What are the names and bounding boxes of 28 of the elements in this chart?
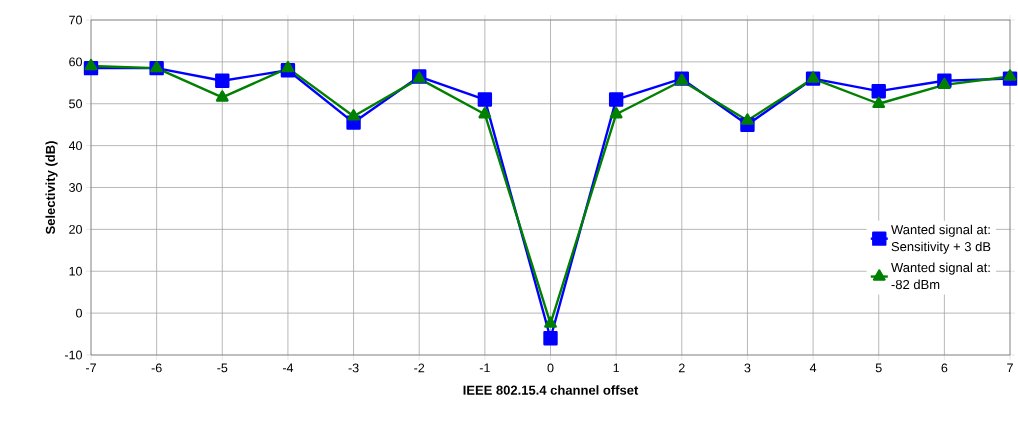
x-tick-label: -7: [86, 363, 96, 373]
x-tick-label: -2: [414, 363, 425, 373]
legend-label: Wanted signal at: -82 dBm: [891, 262, 990, 290]
y-tick-label: 10: [69, 266, 82, 276]
y-tick-label: 0: [76, 308, 82, 318]
x-axis-title: IEEE 802.15.4 channel offset: [463, 385, 639, 395]
x-tick-label: 5: [875, 363, 882, 373]
x-tick-label: 0: [547, 363, 554, 373]
x-tick-label: -5: [217, 363, 228, 373]
x-tick-label: 1: [613, 363, 620, 373]
y-tick-label: -10: [64, 350, 82, 360]
x-tick-label: 4: [809, 363, 817, 373]
x-tick-label: 3: [744, 363, 751, 373]
x-tick-label: -3: [348, 363, 359, 373]
x-tick-label: 7: [1007, 363, 1013, 373]
x-tick-label: 6: [941, 363, 948, 373]
y-axis-title: Selectivity (dB): [45, 141, 58, 235]
x-tick-label: -1: [479, 363, 490, 373]
y-tick-label: 50: [69, 99, 82, 109]
x-tick-label: -6: [151, 363, 162, 373]
y-tick-label: 70: [69, 15, 82, 25]
x-tick-label: 2: [678, 363, 685, 373]
legend-label: Wanted signal at: Sensitivity + 3 dB: [891, 224, 991, 254]
y-tick-label: 30: [69, 183, 82, 192]
y-tick-label: 20: [69, 224, 82, 234]
y-tick-label: 60: [69, 57, 82, 67]
y-tick-label: 40: [68, 141, 82, 151]
x-tick-label: -4: [282, 363, 294, 373]
